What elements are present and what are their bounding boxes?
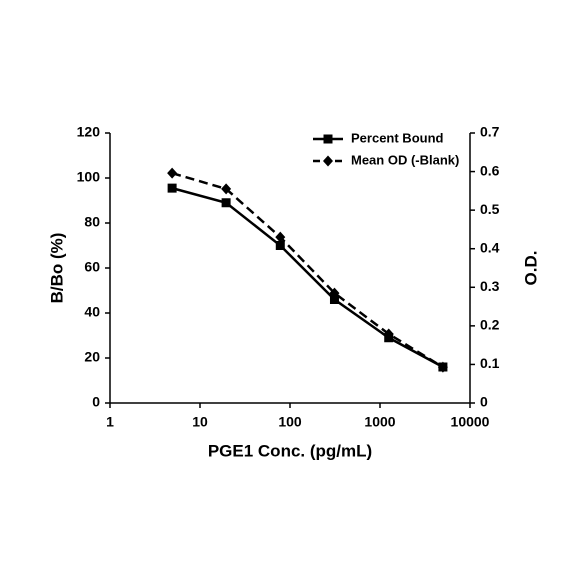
marker <box>275 241 285 250</box>
y-tick-label: 0 <box>92 394 100 410</box>
series-line <box>171 171 444 369</box>
marker <box>323 155 333 167</box>
legend-label: Percent Bound <box>351 130 444 145</box>
y-axis-title: B/Bo (%) <box>47 233 66 304</box>
marker <box>221 183 232 195</box>
y2-axis-title: O.D. <box>521 251 540 286</box>
marker <box>323 134 333 144</box>
x-tick-label: 100 <box>278 414 302 430</box>
y2-tick-label: 0.6 <box>480 162 500 178</box>
marker <box>167 167 178 179</box>
marker <box>221 198 231 208</box>
marker <box>167 183 177 193</box>
x-tick-label: 10 <box>192 414 208 430</box>
y-tick-label: 80 <box>84 214 100 230</box>
y-tick-label: 60 <box>84 259 100 275</box>
x-tick-label: 1000 <box>364 414 395 430</box>
y-tick-label: 100 <box>77 169 101 185</box>
y2-tick-label: 0.5 <box>480 201 500 217</box>
y2-tick-label: 0.7 <box>480 124 500 140</box>
y2-tick-label: 0.4 <box>480 239 500 255</box>
marker <box>329 287 340 299</box>
x-axis-title: PGE1 Conc. (pg/mL) <box>208 441 372 460</box>
y2-tick-label: 0.2 <box>480 317 500 333</box>
marker <box>437 361 448 373</box>
marker <box>383 328 394 340</box>
x-tick-label: 1 <box>106 414 114 430</box>
marker <box>275 231 286 243</box>
legend-label: Mean OD (-Blank) <box>351 152 459 167</box>
y2-tick-label: 0.3 <box>480 278 500 294</box>
y2-tick-label: 0.1 <box>480 355 500 371</box>
series-line <box>171 186 444 369</box>
y-tick-label: 20 <box>84 349 100 365</box>
y-tick-label: 40 <box>84 304 100 320</box>
y-tick-label: 120 <box>77 124 101 140</box>
x-tick-label: 10000 <box>451 414 490 430</box>
marker <box>329 295 339 304</box>
y2-tick-label: 0 <box>480 394 488 410</box>
